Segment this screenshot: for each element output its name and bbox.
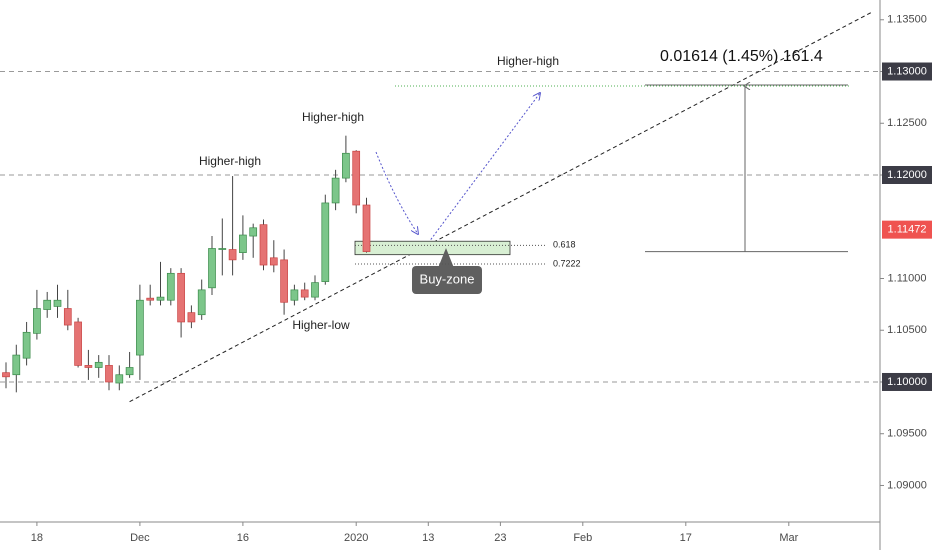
candle-body (22, 331, 31, 359)
x-tick-label: 18 (31, 532, 43, 544)
y-tick-box (882, 62, 932, 81)
candle-body (239, 234, 247, 253)
annotation: Higher-high (497, 54, 559, 68)
candle-body (228, 249, 237, 261)
annotation: Higher-high (199, 154, 261, 168)
candle-body (125, 367, 134, 376)
y-tick-box (882, 372, 932, 391)
x-tick-label: 16 (237, 532, 249, 544)
candle-body (311, 282, 319, 298)
x-tick-label: 2020 (344, 532, 368, 544)
x-tick-label: 23 (494, 532, 506, 544)
candle-body (156, 296, 165, 301)
y-tick-label: 1.09500 (887, 428, 927, 440)
candle-body (2, 372, 10, 378)
candle-body (177, 272, 185, 323)
buy-zone-callout (412, 266, 482, 294)
last-price-box (882, 220, 932, 239)
x-tick-label: 13 (422, 532, 434, 544)
candle-body (187, 312, 196, 323)
candle-body (208, 248, 216, 289)
candle-body (166, 272, 175, 301)
fib-label: 0.618 (553, 240, 576, 250)
x-tick-label: 17 (680, 532, 692, 544)
y-tick-label: 1.09000 (887, 479, 927, 491)
candle-body (331, 177, 340, 204)
y-tick-label: 1.12000 (887, 169, 927, 181)
x-tick-label: Dec (130, 532, 150, 544)
candle-body (115, 374, 124, 384)
candle-body (249, 227, 258, 237)
y-tick-label: 1.13000 (887, 65, 927, 77)
candle-body (63, 308, 72, 326)
candle-body (259, 224, 268, 266)
candle-body (342, 152, 350, 179)
y-tick-label: 1.11000 (888, 272, 927, 284)
fib-label: 0.7222 (553, 258, 581, 268)
candle-body (362, 204, 371, 252)
candle-body (290, 289, 299, 301)
candle-body (94, 361, 103, 368)
candle-body (269, 257, 278, 266)
candle-body (105, 365, 113, 383)
candle-body (197, 289, 206, 316)
candle-body (300, 289, 309, 298)
candle-body (84, 365, 93, 368)
candle-body (136, 299, 144, 356)
buy-zone-label: Buy-zone (420, 271, 475, 286)
candle-body (43, 299, 52, 310)
buy-zone-pointer (438, 248, 454, 268)
last-price-label: 1.11472 (888, 224, 927, 236)
x-tick-label: Mar (779, 532, 798, 544)
arrow-down (375, 151, 418, 234)
candle-body (33, 308, 41, 334)
y-tick-box (882, 166, 932, 185)
annotation: Higher-low (292, 318, 350, 332)
candle-body (53, 299, 62, 307)
y-tick-label: 1.10500 (887, 324, 927, 336)
candle-body (352, 150, 361, 206)
buy-zone-box (354, 240, 511, 256)
y-tick-label: 1.10000 (887, 376, 927, 388)
candle-body (280, 259, 288, 303)
measure-label: 0.01614 (1.45%) 161.4 (660, 48, 823, 65)
chart-layer: 1.09000 1.09500 1.10000 1.10500 1.11000 1.120… (0, 12, 932, 544)
candle-body (218, 248, 227, 250)
candle-body (146, 297, 155, 301)
y-tick-label: 1.12500 (887, 117, 927, 129)
annotation: Higher-high (302, 110, 364, 124)
candle-body (12, 354, 21, 376)
candle-body (321, 202, 330, 282)
y-tick-label: 1.13500 (887, 14, 927, 26)
candle-body (74, 321, 82, 366)
x-tick-label: Feb (573, 532, 592, 544)
